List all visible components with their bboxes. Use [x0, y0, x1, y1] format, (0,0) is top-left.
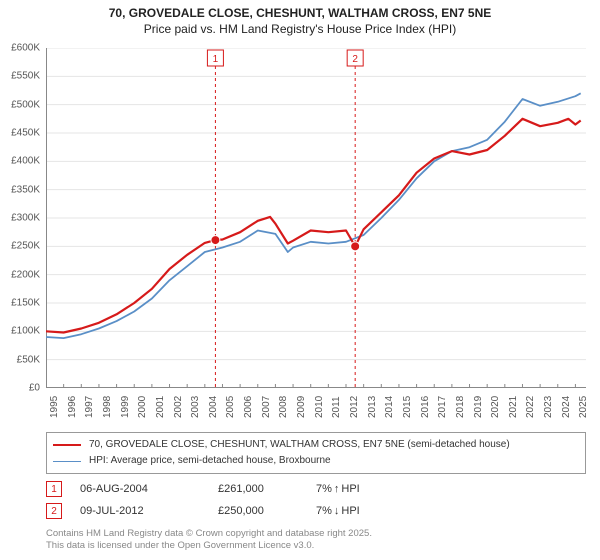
arrow-down-icon: ↓	[334, 505, 340, 517]
legend-label: 70, GROVEDALE CLOSE, CHESHUNT, WALTHAM C…	[89, 437, 510, 453]
x-tick-label: 2020	[490, 396, 501, 418]
x-tick-label: 2006	[243, 396, 254, 418]
x-tick-label: 1997	[84, 396, 95, 418]
event-pct: 7%↓HPI	[316, 505, 396, 517]
x-tick-label: 1996	[67, 396, 78, 418]
x-tick-label: 2017	[437, 396, 448, 418]
page-subtitle: Price paid vs. HM Land Registry's House …	[0, 22, 600, 36]
x-tick-label: 2004	[208, 396, 219, 418]
event-marker: 1	[46, 481, 62, 497]
x-tick-label: 2010	[314, 396, 325, 418]
x-tick-label: 2003	[190, 396, 201, 418]
y-tick-label: £200K	[11, 269, 40, 280]
footer-line2: This data is licensed under the Open Gov…	[46, 540, 372, 552]
y-axis-labels: £0£50K£100K£150K£200K£250K£300K£350K£400…	[0, 48, 44, 388]
event-row: 2 09-JUL-2012 £250,000 7%↓HPI	[46, 500, 586, 522]
y-tick-label: £550K	[11, 71, 40, 82]
y-tick-label: £50K	[17, 354, 40, 365]
x-tick-label: 2011	[331, 396, 342, 418]
footer-line1: Contains HM Land Registry data © Crown c…	[46, 528, 372, 540]
x-tick-label: 2015	[402, 396, 413, 418]
svg-text:2: 2	[352, 54, 358, 65]
y-tick-label: £350K	[11, 184, 40, 195]
legend-swatch	[53, 444, 81, 446]
event-date: 06-AUG-2004	[80, 483, 200, 495]
x-tick-label: 2012	[349, 396, 360, 418]
x-tick-label: 2013	[367, 396, 378, 418]
x-tick-label: 2021	[508, 396, 519, 418]
x-tick-label: 2001	[155, 396, 166, 418]
y-tick-label: £400K	[11, 156, 40, 167]
x-tick-label: 2002	[173, 396, 184, 418]
y-tick-label: £150K	[11, 298, 40, 309]
event-row: 1 06-AUG-2004 £261,000 7%↑HPI	[46, 478, 586, 500]
x-tick-label: 2009	[296, 396, 307, 418]
event-date: 09-JUL-2012	[80, 505, 200, 517]
x-tick-label: 2008	[278, 396, 289, 418]
y-tick-label: £250K	[11, 241, 40, 252]
x-tick-label: 1998	[102, 396, 113, 418]
event-price: £250,000	[218, 505, 298, 517]
y-tick-label: £100K	[11, 326, 40, 337]
x-tick-label: 2024	[561, 396, 572, 418]
legend-row: 70, GROVEDALE CLOSE, CHESHUNT, WALTHAM C…	[53, 437, 579, 453]
page-title: 70, GROVEDALE CLOSE, CHESHUNT, WALTHAM C…	[0, 6, 600, 20]
y-tick-label: £600K	[11, 43, 40, 54]
legend: 70, GROVEDALE CLOSE, CHESHUNT, WALTHAM C…	[46, 432, 586, 474]
x-tick-label: 2025	[578, 396, 589, 418]
y-tick-label: £300K	[11, 213, 40, 224]
x-tick-label: 2018	[455, 396, 466, 418]
x-tick-label: 2016	[420, 396, 431, 418]
footer: Contains HM Land Registry data © Crown c…	[46, 528, 372, 552]
x-tick-label: 1999	[120, 396, 131, 418]
x-tick-label: 2023	[543, 396, 554, 418]
y-tick-label: £500K	[11, 99, 40, 110]
x-tick-label: 2019	[473, 396, 484, 418]
y-tick-label: £0	[29, 383, 40, 394]
legend-row: HPI: Average price, semi-detached house,…	[53, 453, 579, 469]
legend-label: HPI: Average price, semi-detached house,…	[89, 453, 331, 469]
x-tick-label: 2014	[384, 396, 395, 418]
event-pct: 7%↑HPI	[316, 483, 396, 495]
x-tick-label: 2022	[525, 396, 536, 418]
legend-swatch	[53, 461, 81, 462]
arrow-up-icon: ↑	[334, 483, 340, 495]
x-tick-label: 1995	[49, 396, 60, 418]
event-price: £261,000	[218, 483, 298, 495]
chart-area: 12	[46, 48, 586, 388]
x-tick-label: 2005	[225, 396, 236, 418]
x-tick-label: 2000	[137, 396, 148, 418]
y-tick-label: £450K	[11, 128, 40, 139]
svg-text:1: 1	[213, 54, 219, 65]
x-tick-label: 2007	[261, 396, 272, 418]
event-marker: 2	[46, 503, 62, 519]
x-axis-labels: 1995 1996 1997 1998 1999 2000 2001 2002 2003 2004…	[46, 390, 586, 420]
event-table: 1 06-AUG-2004 £261,000 7%↑HPI 2 09-JUL-2012 £2…	[46, 478, 586, 522]
